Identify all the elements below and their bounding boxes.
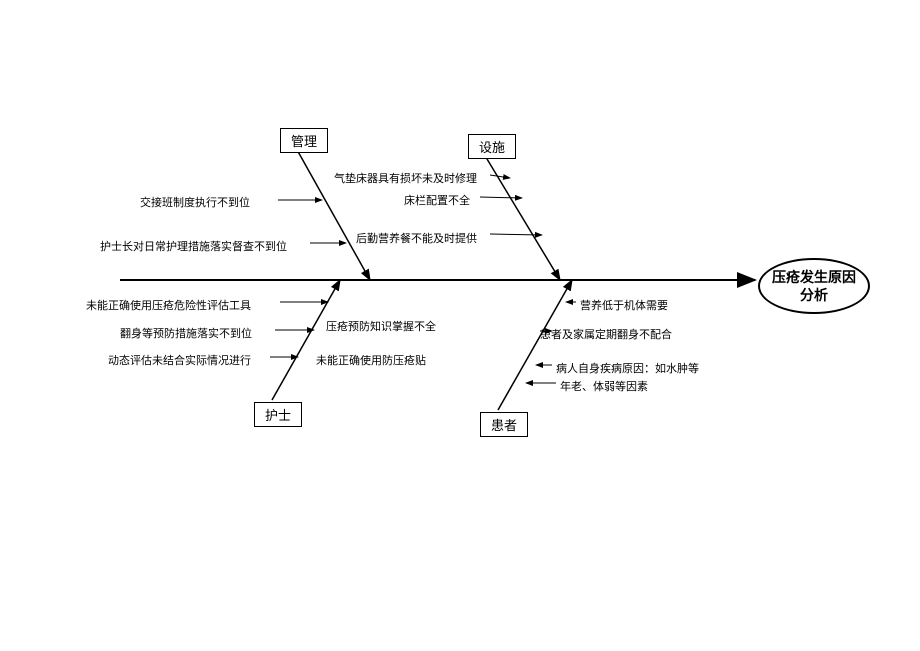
cause-text-9: 未能正确使用防压疮贴 (316, 352, 426, 368)
bone-nurse (272, 280, 340, 400)
cause-text-0: 交接班制度执行不到位 (140, 194, 250, 210)
cause-text-1: 护士长对日常护理措施落实督查不到位 (100, 238, 287, 254)
bone-facility (484, 154, 560, 280)
cause-text-6: 翻身等预防措施落实不到位 (120, 325, 252, 341)
cause-text-5: 未能正确使用压疮危险性评估工具 (86, 297, 251, 313)
head-line2: 分析 (800, 287, 828, 303)
category-mgmt: 管理 (280, 128, 328, 153)
cause-text-4: 后勤营养餐不能及时提供 (356, 230, 477, 246)
cause-arrow-2 (490, 175, 510, 178)
fishbone-head: 压疮发生原因 分析 (758, 258, 870, 314)
cause-text-10: 营养低于机体需要 (580, 297, 668, 313)
bone-mgmt (296, 148, 370, 280)
category-facility: 设施 (468, 134, 516, 159)
head-line1: 压疮发生原因 (772, 269, 856, 285)
cause-arrow-3 (480, 197, 522, 198)
cause-text-8: 压疮预防知识掌握不全 (326, 318, 436, 334)
cause-text-7: 动态评估未结合实际情况进行 (108, 352, 251, 368)
cause-arrow-4 (490, 234, 542, 235)
category-patient: 患者 (480, 412, 528, 437)
cause-text-13: 年老、体弱等因素 (560, 378, 648, 394)
cause-text-3: 床栏配置不全 (404, 192, 470, 208)
cause-text-12: 病人自身疾病原因：如水肿等 (556, 360, 699, 376)
cause-text-11: 患者及家属定期翻身不配合 (540, 326, 672, 342)
cause-text-2: 气垫床器具有损坏未及时修理 (334, 170, 477, 186)
category-nurse: 护士 (254, 402, 302, 427)
